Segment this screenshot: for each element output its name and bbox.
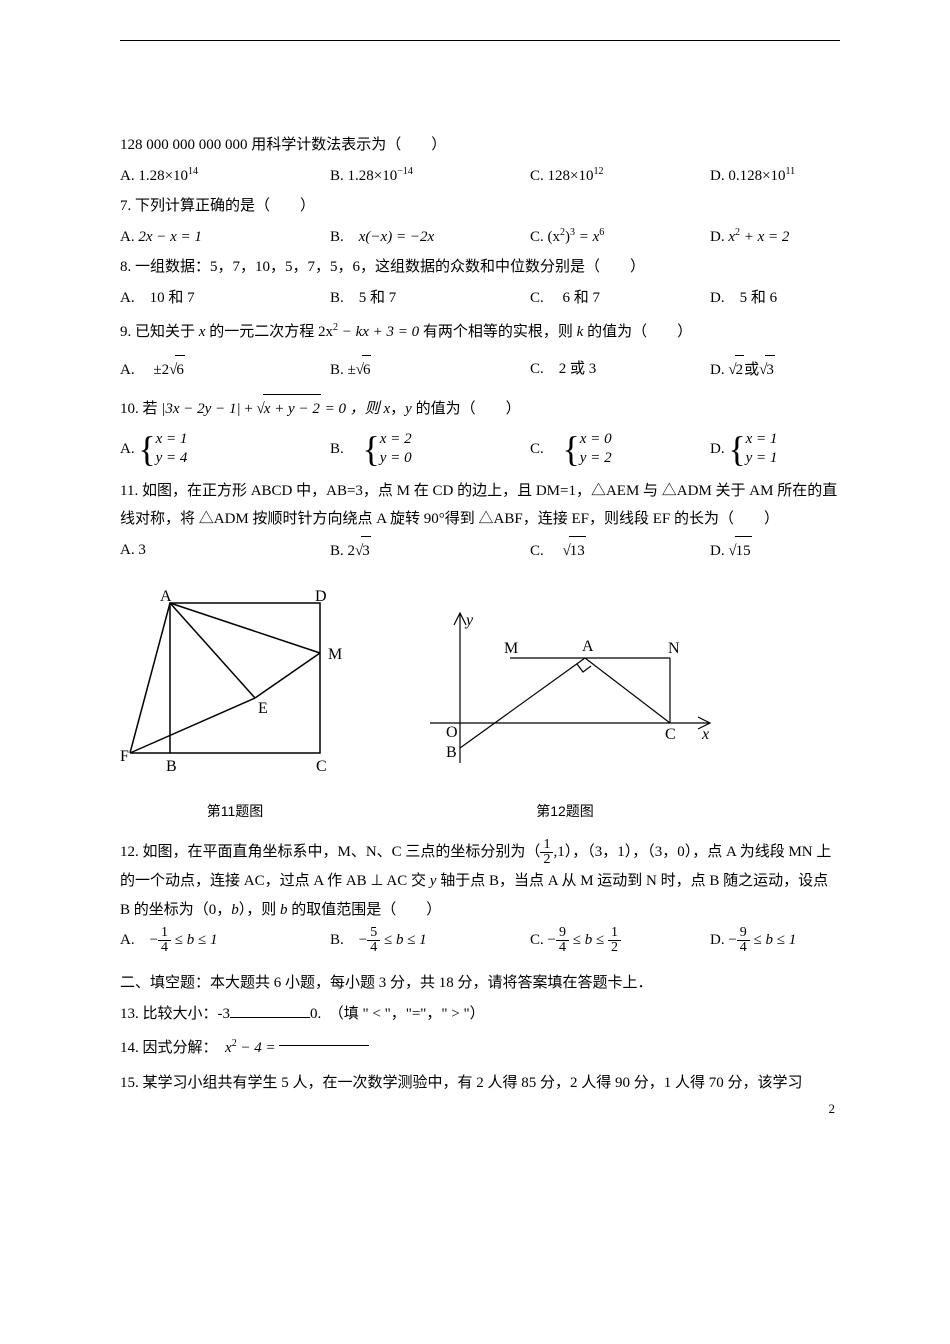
q12-opt-d: D. −94 ≤ b ≤ 1 [710, 926, 860, 955]
svg-text:A: A [582, 638, 594, 655]
q9-opt-b: B. ±6 [330, 355, 530, 385]
svg-text:x: x [701, 726, 709, 743]
svg-text:C: C [665, 726, 676, 743]
q6-opt-a: A. 1.28×1014 [120, 162, 330, 191]
q6-stem: 128 000 000 000 000 用科学计数法表示为（ ） [120, 131, 840, 160]
q12-figure: y x M A N O C B 第12题图 [410, 603, 720, 824]
svg-text:O: O [446, 724, 458, 741]
q6-opt-d: D. 0.128×1011 [710, 162, 860, 191]
svg-text:A: A [160, 588, 172, 605]
svg-text:D: D [315, 588, 327, 605]
q8-opt-c: C. 6 和 7 [530, 284, 710, 313]
svg-text:B: B [166, 758, 177, 775]
q9-options: A. ±26 B. ±6 C. 2 或 3 D. 2或3 [120, 355, 840, 385]
q9-opt-c: C. 2 或 3 [530, 355, 710, 385]
q12-opt-c: C. −94 ≤ b ≤ 12 [530, 926, 710, 955]
q11-opt-d: D. 15 [710, 536, 860, 566]
q11-options: A. 3 B. 23 C. 13 D. 15 [120, 536, 840, 566]
q15: 15. 某学习小组共有学生 5 人，在一次数学测验中，有 2 人得 85 分，2… [120, 1069, 840, 1098]
svg-text:M: M [328, 646, 342, 663]
page-number: 2 [829, 1097, 836, 1122]
q7-opt-d: D. x2 + x = 2 [710, 223, 860, 252]
svg-text:M: M [504, 640, 518, 657]
q11-opt-a: A. 3 [120, 536, 330, 566]
q14: 14. 因式分解： x2 − 4 = [120, 1030, 840, 1063]
q7-opt-b: B. x(−x) = −2x [330, 223, 530, 252]
q10-opt-a: A. {x = 1y = 4 [120, 430, 330, 469]
q6-opt-b: B. 1.28×10−14 [330, 162, 530, 191]
q10-stem: 10. 若 |3x − 2y − 1| + x + y − 2 = 0 ，则 x… [120, 394, 840, 424]
svg-text:E: E [258, 700, 268, 717]
svg-text:C: C [316, 758, 327, 775]
q9-stem: 9. 已知关于 x 的一元二次方程 2x2 − kx + 3 = 0 有两个相等… [120, 318, 840, 347]
q8-opt-a: A. 10 和 7 [120, 284, 330, 313]
q6-opt-c: C. 128×1012 [530, 162, 710, 191]
q12-opt-b: B. −54 ≤ b ≤ 1 [330, 926, 530, 955]
q10-opt-c: C. {x = 0y = 2 [530, 430, 710, 469]
q12-options: A. −14 ≤ b ≤ 1 B. −54 ≤ b ≤ 1 C. −94 ≤ b… [120, 926, 840, 955]
q12-opt-a: A. −14 ≤ b ≤ 1 [120, 926, 330, 955]
q11-opt-b: B. 23 [330, 536, 530, 566]
q8-options: A. 10 和 7 B. 5 和 7 C. 6 和 7 D. 5 和 6 [120, 284, 840, 313]
q10-opt-d: D. {x = 1y = 1 [710, 430, 860, 469]
q8-stem: 8. 一组数据：5，7，10，5，7，5，6，这组数据的众数和中位数分别是（ ） [120, 253, 840, 282]
q9-opt-a: A. ±26 [120, 355, 330, 385]
q7-options: A. 2x − x = 1 B. x(−x) = −2x C. (x2)3 = … [120, 223, 840, 252]
q8-opt-d: D. 5 和 6 [710, 284, 860, 313]
svg-text:F: F [120, 748, 129, 765]
svg-text:y: y [464, 612, 474, 629]
svg-text:N: N [668, 640, 680, 657]
top-rule [120, 40, 840, 41]
q7-opt-a: A. 2x − x = 1 [120, 223, 330, 252]
q13: 13. 比较大小：-30. （填 " < "，"="，" > "） [120, 1000, 840, 1029]
q11-caption: 第11题图 [120, 798, 350, 825]
q10-options: A. {x = 1y = 4 B. {x = 2y = 0 C. {x = 0y… [120, 430, 840, 469]
q7-opt-c: C. (x2)3 = x6 [530, 223, 710, 252]
q8-opt-b: B. 5 和 7 [330, 284, 530, 313]
q11-opt-c: C. 13 [530, 536, 710, 566]
q14-blank [279, 1030, 369, 1046]
q12-caption: 第12题图 [410, 798, 720, 825]
q12-stem: 12. 如图，在平面直角坐标系中，M、N、C 三点的坐标分别为（12,1），（3… [120, 838, 840, 924]
q9-opt-d: D. 2或3 [710, 355, 860, 385]
svg-text:B: B [446, 744, 457, 761]
q10-opt-b: B. {x = 2y = 0 [330, 430, 530, 469]
q11-figure: A D M E F B C 第11题图 [120, 583, 350, 824]
q11-stem: 11. 如图，在正方形 ABCD 中，AB=3，点 M 在 CD 的边上，且 D… [120, 477, 840, 534]
q13-blank [230, 1002, 310, 1018]
section-2-heading: 二、填空题：本大题共 6 小题，每小题 3 分，共 18 分，请将答案填在答题卡… [120, 969, 840, 998]
q7-stem: 7. 下列计算正确的是（ ） [120, 192, 840, 221]
q6-options: A. 1.28×1014 B. 1.28×10−14 C. 128×1012 D… [120, 162, 840, 191]
